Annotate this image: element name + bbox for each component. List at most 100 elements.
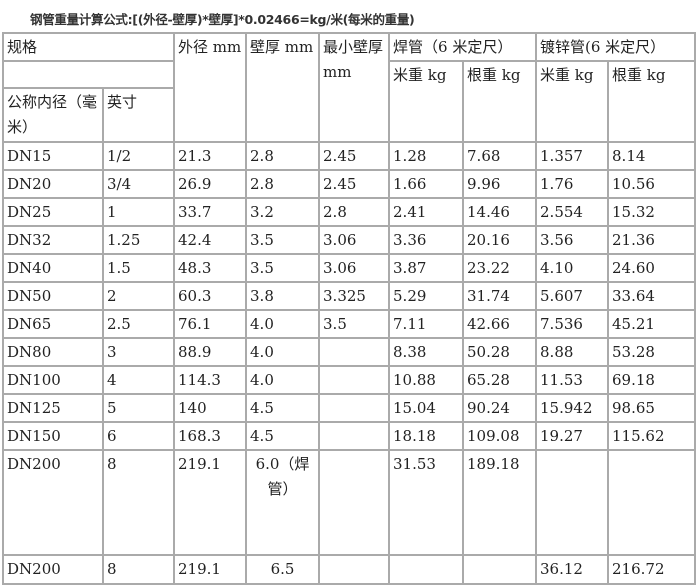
table-cell: 2.8 <box>245 141 321 171</box>
table-cell: 33.7 <box>173 197 248 227</box>
table-cell: 24.60 <box>607 253 697 283</box>
table-cell: 2.5 <box>101 309 176 339</box>
table-cell: 7.68 <box>462 141 538 171</box>
table-cell: 219.1 <box>173 554 248 585</box>
table-cell: 3.325 <box>318 281 391 311</box>
table-cell: 3 <box>101 337 176 367</box>
table-cell: 4 <box>101 365 176 395</box>
table-row: DN50 2 60.3 3.8 3.325 5.29 31.74 5.607 33.64 <box>2 281 697 311</box>
table-cell: 2.45 <box>318 169 391 199</box>
table-cell: 2 <box>101 281 176 311</box>
table-cell: 36.12 <box>535 554 610 585</box>
table-cell: 3/4 <box>101 169 176 199</box>
table-cell: 216.72 <box>607 554 697 585</box>
table-cell: 42.66 <box>462 309 538 339</box>
table-cell: 115.62 <box>607 421 697 451</box>
table-cell: 8.88 <box>535 337 610 367</box>
table-cell: 5.29 <box>388 281 465 311</box>
table-cell: 3.8 <box>245 281 321 311</box>
table-cell: 5 <box>101 393 176 423</box>
table-cell: 2.45 <box>318 141 391 171</box>
table-cell: 168.3 <box>173 421 248 451</box>
table-cell: 10.56 <box>607 169 697 199</box>
table-cell: 2.8 <box>318 197 391 227</box>
table-cell: 69.18 <box>607 365 697 395</box>
table-row: DN32 1.25 42.4 3.5 3.06 3.36 20.16 3.56 21.36 <box>2 225 697 255</box>
table-cell: 42.4 <box>173 225 248 255</box>
table-cell: DN100 <box>2 365 104 395</box>
header-wall: 壁厚 mm <box>245 32 321 143</box>
table-cell: 26.9 <box>173 169 248 199</box>
table-cell: DN80 <box>2 337 104 367</box>
table-cell: 114.3 <box>173 365 248 395</box>
table-cell: 4.0 <box>245 337 321 367</box>
table-cell: 140 <box>173 393 248 423</box>
table-cell: DN200 <box>2 554 104 585</box>
table-cell: 3.87 <box>388 253 465 283</box>
table-cell <box>462 554 538 585</box>
table-cell: 15.942 <box>535 393 610 423</box>
table-cell: 109.08 <box>462 421 538 451</box>
table-cell: 3.56 <box>535 225 610 255</box>
table-row: DN25 1 33.7 3.2 2.8 2.41 14.46 2.554 15.32 <box>2 197 697 227</box>
table-cell: 33.64 <box>607 281 697 311</box>
table-cell: 88.9 <box>173 337 248 367</box>
table-cell: 19.27 <box>535 421 610 451</box>
header-welded: 焊管（6 米定尺） <box>388 32 538 62</box>
table-cell <box>318 421 391 451</box>
table-row: DN40 1.5 48.3 3.5 3.06 3.87 23.22 4.10 24.60 <box>2 253 697 283</box>
table-cell: 45.21 <box>607 309 697 339</box>
table-cell: 1.76 <box>535 169 610 199</box>
table-cell: 21.3 <box>173 141 248 171</box>
table-cell: 7.536 <box>535 309 610 339</box>
header-od: 外径 mm <box>173 32 248 143</box>
header-galvanized: 镀锌管(6 米定尺） <box>535 32 697 62</box>
table-row: DN20 3/4 26.9 2.8 2.45 1.66 9.96 1.76 10.56 <box>2 169 697 199</box>
table-cell: DN65 <box>2 309 104 339</box>
table-cell <box>607 449 697 556</box>
table-cell: 2.41 <box>388 197 465 227</box>
table-cell: 1/2 <box>101 141 176 171</box>
table-cell: 1 <box>101 197 176 227</box>
table-cell: 3.06 <box>318 253 391 283</box>
table-cell: 76.1 <box>173 309 248 339</box>
table-cell: 3.5 <box>245 225 321 255</box>
header-inch: 英寸 <box>101 87 176 143</box>
table-cell: 4.5 <box>245 421 321 451</box>
table-cell: DN50 <box>2 281 104 311</box>
table-cell: 8.38 <box>388 337 465 367</box>
table-row: DN125 5 140 4.5 15.04 90.24 15.942 98.65 <box>2 393 697 423</box>
table-cell: DN40 <box>2 253 104 283</box>
header-welded-per-m: 米重 kg <box>388 60 465 143</box>
table-cell: 1.25 <box>101 225 176 255</box>
table-cell: 50.28 <box>462 337 538 367</box>
header-nominal-diameter: 公称内径（毫米） <box>2 87 104 143</box>
formula-title: 钢管重量计算公式:[(外径-壁厚)*壁厚]*0.02466=kg/米(每米的重量… <box>30 12 415 27</box>
table-row: DN150 6 168.3 4.5 18.18 109.08 19.27 115.62 <box>2 421 697 451</box>
table-cell: 65.28 <box>462 365 538 395</box>
table-cell: 3.36 <box>388 225 465 255</box>
table-cell: DN150 <box>2 421 104 451</box>
table-cell: 3.5 <box>318 309 391 339</box>
table-row: DN15 1/2 21.3 2.8 2.45 1.28 7.68 1.357 8.14 <box>2 141 697 171</box>
table-cell: 4.0 <box>245 309 321 339</box>
table-cell: 15.04 <box>388 393 465 423</box>
table-cell <box>388 554 465 585</box>
table-cell: DN32 <box>2 225 104 255</box>
table-row: DN80 3 88.9 4.0 8.38 50.28 8.88 53.28 <box>2 337 697 367</box>
table-cell: 1.28 <box>388 141 465 171</box>
table-cell: 18.18 <box>388 421 465 451</box>
table-cell <box>318 393 391 423</box>
table-cell: 9.96 <box>462 169 538 199</box>
header-spec-spacer <box>1 60 176 89</box>
header-galv-per-piece: 根重 kg <box>607 60 697 143</box>
table-cell <box>535 449 610 556</box>
table-cell: 10.88 <box>388 365 465 395</box>
table-cell: 6.0（焊管） <box>245 449 321 556</box>
table-row: DN100 4 114.3 4.0 10.88 65.28 11.53 69.18 <box>2 365 697 395</box>
table-cell: 7.11 <box>388 309 465 339</box>
table-cell: 20.16 <box>462 225 538 255</box>
table-cell: 31.53 <box>388 449 465 556</box>
table-cell: 4.0 <box>245 365 321 395</box>
table-cell: 219.1 <box>173 449 248 556</box>
